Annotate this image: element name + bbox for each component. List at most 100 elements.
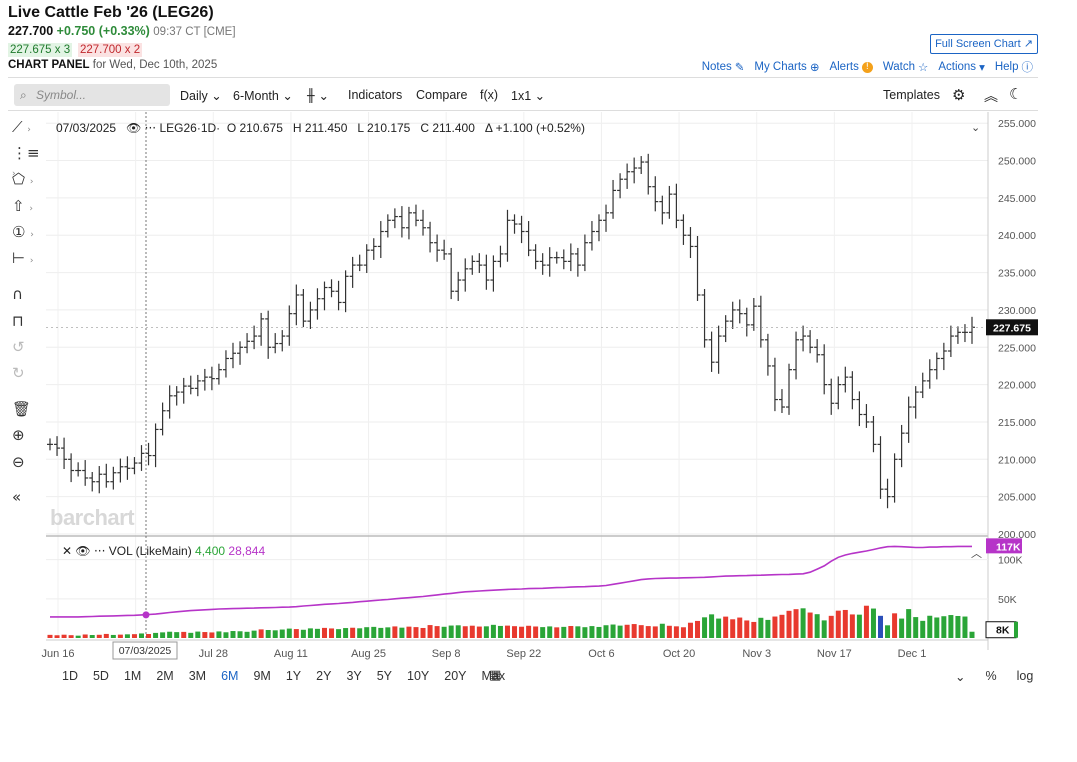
top-links: Notes ✎ My Charts ⊕ Alerts! Watch ☆ Actions…	[702, 59, 1033, 75]
period-9m[interactable]: 9M	[253, 669, 271, 683]
expand-down-icon[interactable]: ⌄	[955, 669, 966, 684]
redo-icon[interactable]: ↻	[12, 364, 25, 382]
fibonacci-tool-icon[interactable]: ⋮≡ ›	[12, 144, 40, 179]
period-3m[interactable]: 3M	[188, 669, 207, 683]
ohlc-bar	[47, 438, 53, 451]
period-1y[interactable]: 1Y	[285, 669, 302, 683]
period-20y[interactable]: 20Y	[444, 669, 467, 683]
notes-link[interactable]: Notes ✎	[702, 60, 745, 74]
ohlc-bar	[814, 339, 821, 363]
chart-toolbar: ⌕ Symbol... Daily ⌄ 6-Month ⌄ ╫ ⌄ Indica…	[14, 84, 1038, 108]
ohlc-bar	[412, 204, 419, 227]
chevron-down-icon[interactable]: ⌄	[971, 121, 981, 134]
my-charts-link[interactable]: My Charts ⊕	[754, 60, 819, 74]
period-6m[interactable]: 6M	[221, 669, 239, 683]
annotation-tool-icon[interactable]: ① ›	[12, 223, 34, 241]
percent-scale-button[interactable]: %	[985, 669, 997, 683]
period-3y[interactable]: 3Y	[346, 669, 362, 683]
crosshair-dot	[142, 611, 150, 619]
log-scale-button[interactable]: log	[1016, 669, 1034, 683]
templates-button[interactable]: Templates	[883, 88, 940, 102]
volume-bar	[765, 619, 771, 638]
ohlc-bar	[321, 281, 328, 311]
period-max[interactable]: Max	[481, 669, 506, 683]
interval-select[interactable]: Daily ⌄	[180, 88, 222, 103]
function-button[interactable]: f(x)	[480, 88, 499, 102]
indicators-button[interactable]: Indicators	[348, 88, 403, 102]
period-10y[interactable]: 10Y	[407, 669, 430, 683]
eye-icon[interactable]: 👁	[75, 544, 91, 558]
price-tick-label: 225.000	[998, 342, 1036, 354]
symbol-input[interactable]: ⌕ Symbol...	[14, 84, 170, 106]
period-5y[interactable]: 5Y	[376, 669, 393, 683]
watch-link[interactable]: Watch ☆	[883, 60, 928, 74]
price-tick-label: 255.000	[998, 118, 1036, 130]
period-1m[interactable]: 1M	[123, 669, 142, 683]
volume-bar	[540, 627, 546, 638]
range-label: 6-Month	[233, 89, 279, 103]
close-icon[interactable]: ✕	[62, 544, 73, 558]
volume-bar	[329, 628, 335, 638]
chart-type-select[interactable]: ╫ ⌄	[307, 88, 329, 103]
ohlc-bar	[828, 378, 835, 415]
info-interval: 1D	[200, 121, 217, 135]
period-5d[interactable]: 5D	[92, 669, 109, 683]
alerts-link[interactable]: Alerts!	[829, 61, 873, 73]
settings-gear-icon[interactable]: ⚙	[952, 86, 966, 104]
volume-info-line: ✕ 👁 ··· VOL (LikeMain) 4,400 28,844	[62, 544, 265, 558]
ohlc-bar	[96, 466, 103, 494]
volume-bar	[913, 617, 919, 638]
period-2y[interactable]: 2Y	[316, 669, 332, 683]
zoom-in-icon[interactable]: ⊕	[12, 426, 25, 444]
more-dots-icon[interactable]: ···	[93, 544, 106, 558]
period-1d[interactable]: 1D	[62, 669, 78, 683]
ohlc-bar	[61, 437, 68, 470]
undo-icon[interactable]: ↺	[12, 338, 25, 356]
period-2m[interactable]: 2M	[156, 669, 174, 683]
ohlc-bar	[954, 326, 961, 344]
chevron-up-icon[interactable]: ︿	[971, 547, 982, 560]
unlock-icon[interactable]: ⊓	[12, 312, 24, 330]
magnet-icon[interactable]: ∩	[12, 285, 23, 303]
price-change: +0.750 (+0.33%)	[56, 24, 150, 38]
open-interest-line	[50, 545, 972, 618]
compare-button[interactable]: Compare	[416, 88, 468, 102]
collapse-up-icon[interactable]: ︽	[984, 89, 998, 105]
shapes-tool-icon[interactable]: ⬠ ›	[12, 170, 34, 188]
trash-icon[interactable]: 🗑	[12, 400, 32, 418]
measure-tool-icon[interactable]: ⊢ ›	[12, 249, 34, 267]
ohlc-bar	[342, 270, 349, 313]
eye-icon[interactable]: 👁	[126, 121, 142, 135]
volume-bar	[174, 632, 180, 638]
layout-label: 1x1	[511, 89, 532, 103]
full-screen-chart-button[interactable]: Full Screen Chart ↗	[930, 34, 1038, 54]
dark-mode-moon-icon[interactable]: ☾	[1009, 85, 1023, 103]
volume-bar	[863, 605, 869, 638]
more-dots-icon[interactable]: ···	[144, 121, 157, 135]
ohlc-bar	[553, 251, 560, 264]
ohlc-bar	[666, 185, 673, 219]
actions-menu[interactable]: Actions ▾	[938, 60, 985, 74]
ohlc-bar	[588, 221, 595, 251]
ohlc-bar	[511, 214, 518, 234]
trendline-tool-icon[interactable]: ⟋ ›	[12, 118, 31, 136]
ohlc-bar	[300, 289, 307, 328]
help-link[interactable]: Help ⓘ	[995, 59, 1033, 75]
ohlc-bar	[610, 179, 617, 219]
arrow-tool-icon[interactable]: ⇧ ›	[12, 197, 33, 215]
ohlc-bar	[631, 157, 638, 184]
chevron-down-icon: ⌄	[318, 88, 329, 103]
price-chart[interactable]: 255.000 250.000 245.000 240.000 235.000 230.0…	[0, 0, 1077, 700]
ohlc-bar	[307, 301, 314, 329]
ohlc-bar	[800, 325, 807, 352]
collapse-left-icon[interactable]: «	[12, 488, 22, 506]
info-symbol: LEG26	[159, 121, 197, 135]
calendar-icon[interactable]: ▦	[489, 668, 502, 683]
ohlc-bar	[166, 385, 173, 419]
layout-select[interactable]: 1x1 ⌄	[511, 88, 545, 103]
volume-bar	[314, 628, 320, 638]
range-select[interactable]: 6-Month ⌄	[233, 88, 293, 103]
volume-bar	[603, 625, 609, 638]
zoom-out-icon[interactable]: ⊖	[12, 453, 25, 471]
volume-bar	[695, 620, 701, 638]
